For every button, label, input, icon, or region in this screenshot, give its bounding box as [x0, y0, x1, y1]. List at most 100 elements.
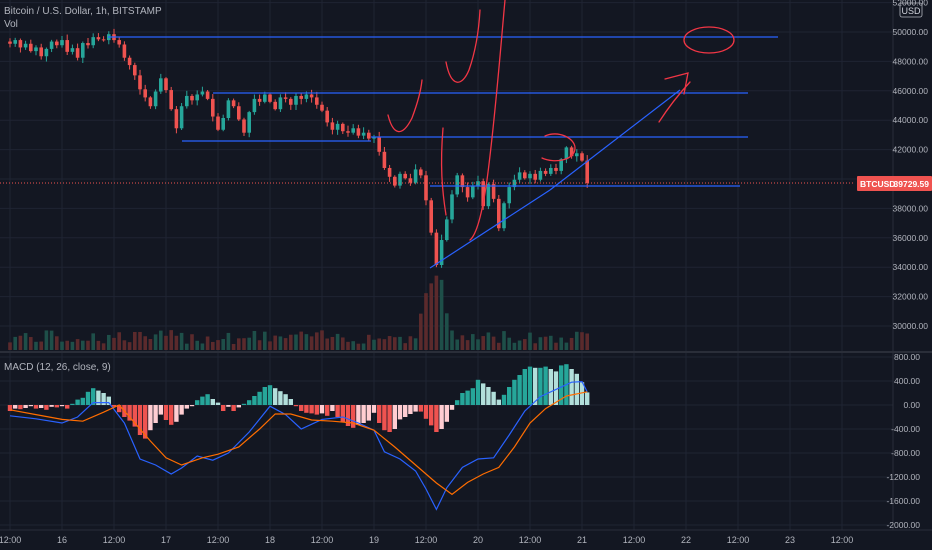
- candle-body[interactable]: [221, 117, 225, 130]
- candle-body[interactable]: [341, 123, 345, 132]
- currency-badge[interactable]: USD: [901, 6, 921, 16]
- candle-body[interactable]: [205, 91, 210, 99]
- candle-body[interactable]: [445, 219, 449, 241]
- candle-body[interactable]: [91, 37, 95, 46]
- candle-body[interactable]: [13, 40, 17, 44]
- candle-body[interactable]: [429, 200, 433, 233]
- candle-body[interactable]: [153, 91, 158, 107]
- candle-body[interactable]: [564, 147, 569, 160]
- candle-body[interactable]: [174, 109, 179, 129]
- candle-body[interactable]: [367, 132, 371, 139]
- candle-body[interactable]: [512, 179, 517, 188]
- candle-body[interactable]: [86, 43, 90, 46]
- candle-body[interactable]: [528, 173, 532, 179]
- candle-body[interactable]: [325, 110, 329, 123]
- candle-body[interactable]: [439, 240, 444, 265]
- candle-body[interactable]: [304, 94, 309, 99]
- candle-body[interactable]: [283, 97, 288, 99]
- candle-body[interactable]: [543, 170, 548, 174]
- candle-body[interactable]: [517, 172, 522, 180]
- last-price-tag[interactable]: BTCUSD 39729.59: [857, 176, 932, 191]
- candle-body[interactable]: [101, 39, 106, 41]
- candle-body[interactable]: [502, 203, 506, 229]
- candle-body[interactable]: [554, 167, 558, 171]
- candle-body[interactable]: [403, 173, 407, 179]
- candle-body[interactable]: [559, 159, 563, 171]
- candle-body[interactable]: [372, 137, 376, 139]
- candle-body[interactable]: [320, 104, 324, 111]
- candle-body[interactable]: [434, 232, 439, 265]
- candle-body[interactable]: [356, 128, 361, 136]
- candle-body[interactable]: [65, 40, 69, 52]
- candle-body[interactable]: [29, 43, 33, 52]
- target-circle-annotation[interactable]: [683, 26, 735, 54]
- candle-body[interactable]: [424, 175, 428, 201]
- candle-body[interactable]: [273, 101, 277, 110]
- blue-drawings[interactable]: [108, 36, 778, 269]
- candle-body[interactable]: [268, 94, 272, 102]
- candle-body[interactable]: [39, 47, 43, 57]
- candle-body[interactable]: [34, 47, 38, 52]
- red-annotations[interactable]: [387, 0, 735, 241]
- candle-body[interactable]: [143, 89, 147, 98]
- candle-body[interactable]: [413, 169, 418, 183]
- candle-body[interactable]: [242, 119, 246, 133]
- candle-body[interactable]: [226, 100, 231, 118]
- candle-body[interactable]: [96, 37, 101, 40]
- candle-body[interactable]: [216, 116, 220, 130]
- candle-body[interactable]: [533, 173, 537, 180]
- candle-body[interactable]: [471, 185, 475, 198]
- candle-body[interactable]: [575, 153, 579, 157]
- time-axis[interactable]: 12:00 16 12:00 17 12:00 18 12:00 19 12:00 20 12:00…: [0, 535, 853, 545]
- candle-body[interactable]: [549, 167, 553, 174]
- ascending-trendline-2[interactable]: [549, 89, 681, 191]
- candle-body[interactable]: [523, 172, 527, 179]
- currency-badge-box[interactable]: [899, 2, 923, 18]
- candle-body[interactable]: [393, 176, 397, 186]
- candle-body[interactable]: [580, 153, 584, 161]
- candle-body[interactable]: [49, 41, 54, 49]
- macd-label[interactable]: MACD (12, 26, close, 9): [4, 362, 111, 373]
- symbol-title[interactable]: Bitcoin / U.S. Dollar, 1h, BITSTAMP: [4, 6, 162, 17]
- curve-annotation-1[interactable]: [387, 79, 423, 133]
- candle-body[interactable]: [309, 94, 314, 98]
- candle-body[interactable]: [179, 106, 184, 129]
- candle-body[interactable]: [122, 44, 127, 58]
- macd-axis[interactable]: -2000.00 -1600.00 -1200.00 -800.00 -400.00 0.…: [886, 352, 920, 530]
- candle-body[interactable]: [335, 123, 340, 130]
- candle-body[interactable]: [351, 128, 355, 133]
- candle-body[interactable]: [377, 137, 381, 152]
- candle-body[interactable]: [44, 48, 49, 57]
- candle-body[interactable]: [278, 97, 283, 110]
- candle-body[interactable]: [387, 167, 392, 177]
- candle-body[interactable]: [507, 187, 511, 204]
- candle-body[interactable]: [164, 78, 168, 91]
- candle-body[interactable]: [23, 43, 28, 48]
- candle-body[interactable]: [481, 181, 485, 207]
- candle-body[interactable]: [148, 97, 153, 107]
- candle-body[interactable]: [8, 41, 12, 44]
- candle-body[interactable]: [127, 57, 132, 66]
- candle-body[interactable]: [361, 132, 366, 136]
- candle-body[interactable]: [346, 131, 350, 133]
- candle-body[interactable]: [465, 187, 470, 198]
- candle-body[interactable]: [18, 40, 23, 48]
- candle-body[interactable]: [538, 170, 543, 180]
- candle-body[interactable]: [138, 75, 142, 90]
- candle-body[interactable]: [263, 94, 267, 102]
- candle-body[interactable]: [408, 178, 413, 183]
- candle-body[interactable]: [237, 106, 241, 120]
- candle-body[interactable]: [299, 95, 303, 99]
- candle-body[interactable]: [185, 95, 189, 107]
- candle-body[interactable]: [491, 184, 496, 199]
- candle-body[interactable]: [382, 151, 387, 168]
- candle-body[interactable]: [460, 175, 465, 188]
- price-candles[interactable]: [8, 28, 589, 268]
- candle-body[interactable]: [486, 184, 491, 207]
- candle-body[interactable]: [330, 122, 335, 130]
- candle-body[interactable]: [569, 147, 574, 157]
- candle-body[interactable]: [315, 97, 319, 105]
- candle-body[interactable]: [231, 100, 236, 107]
- candle-body[interactable]: [200, 91, 205, 95]
